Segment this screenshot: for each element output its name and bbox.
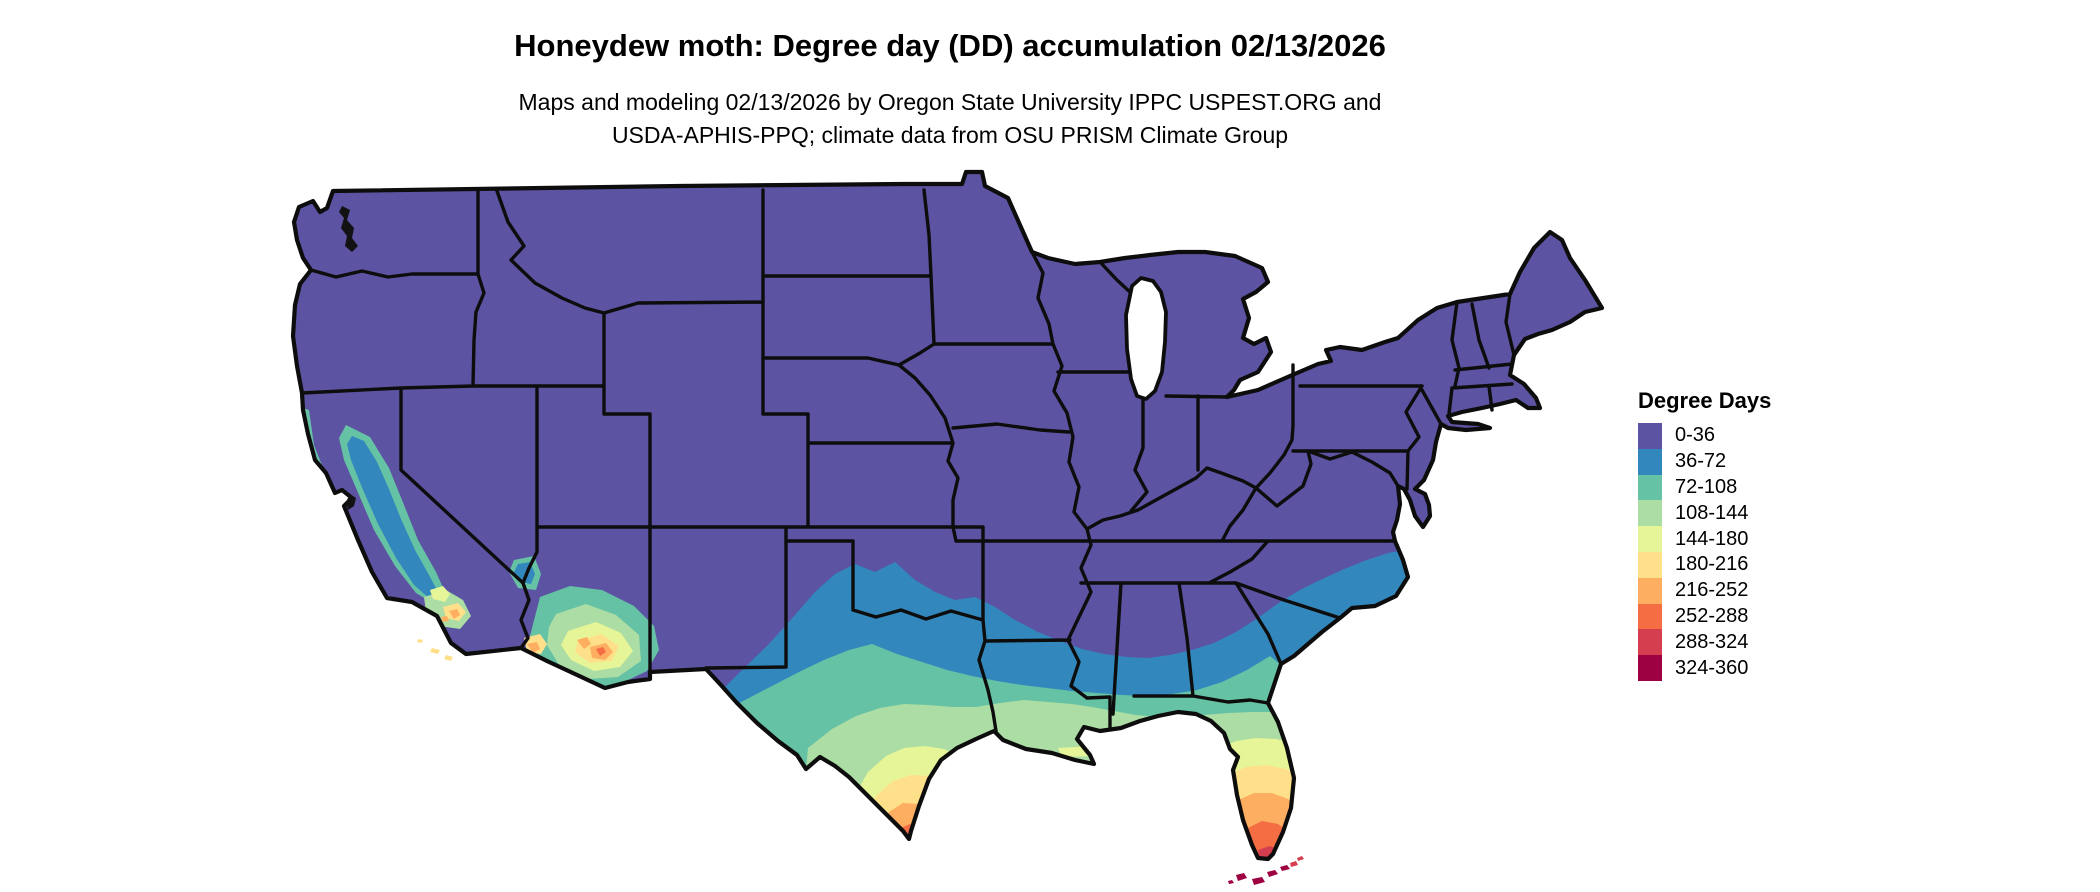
- page-title: Honeydew moth: Degree day (DD) accumulat…: [514, 28, 1386, 63]
- legend-label: 180-216: [1675, 553, 1749, 576]
- legend-item: 144-180: [1638, 526, 1771, 552]
- florida-keys-red: [1290, 856, 1304, 867]
- legend-label: 288-324: [1675, 630, 1749, 653]
- state-borders: [300, 188, 1516, 733]
- legend-item: 108-144: [1638, 500, 1771, 527]
- legend-items: 0-36 36-72 72-108 108-144 144-180 180-216 216-…: [1638, 423, 1771, 681]
- dd-band-36-72-west: [347, 436, 535, 599]
- lake-michigan: [1124, 276, 1168, 401]
- legend-item: 252-288: [1638, 603, 1771, 630]
- legend-item: 324-360: [1638, 655, 1771, 681]
- legend-swatch: [1638, 603, 1662, 630]
- legend-label: 324-360: [1675, 656, 1749, 679]
- puget-sound-icon: [339, 206, 358, 252]
- legend-label: 144-180: [1675, 527, 1749, 550]
- legend-item: 0-36: [1638, 423, 1771, 449]
- legend-swatch: [1638, 629, 1662, 656]
- legend-swatch: [1638, 448, 1662, 475]
- channel-islands: [417, 639, 453, 661]
- dd-band-0-36: [293, 172, 1602, 859]
- legend-item: 72-108: [1638, 474, 1771, 501]
- legend-item: 180-216: [1638, 551, 1771, 578]
- legend-label: 0-36: [1675, 424, 1716, 447]
- legend-label: 108-144: [1675, 501, 1749, 524]
- legend-item: 36-72: [1638, 448, 1771, 475]
- subtitle-line-2: USDA-APHIS-PPQ; climate data from OSU PR…: [611, 122, 1289, 148]
- legend-swatch: [1638, 526, 1662, 552]
- legend-label: 36-72: [1675, 450, 1727, 473]
- legend-swatch: [1638, 500, 1662, 527]
- subtitle-line-1: Maps and modeling 02/13/2026 by Oregon S…: [518, 89, 1382, 115]
- florida-keys-maroon: [1228, 865, 1290, 885]
- legend-title: Degree Days: [1638, 388, 1772, 413]
- legend-item: 216-252: [1638, 577, 1771, 604]
- figure-subtitle: Maps and modeling 02/13/2026 by Oregon S…: [0, 86, 1900, 152]
- legend-swatch: [1638, 577, 1662, 604]
- legend-swatch: [1638, 423, 1662, 449]
- legend-item: 288-324: [1638, 629, 1771, 656]
- degree-day-raster: [293, 172, 1602, 859]
- legend-label: 216-252: [1675, 579, 1749, 602]
- legend-label: 72-108: [1675, 475, 1738, 498]
- legend-swatch: [1638, 655, 1662, 681]
- legend-label: 252-288: [1675, 604, 1749, 627]
- legend-swatch: [1638, 474, 1662, 501]
- sf-bay-icon: [346, 494, 356, 510]
- figure-header: Honeydew moth: Degree day (DD) accumulat…: [0, 28, 1900, 64]
- legend-swatch: [1638, 551, 1662, 578]
- legend: Degree Days 0-36 36-72 72-108 108-144 144-18…: [1638, 388, 1771, 681]
